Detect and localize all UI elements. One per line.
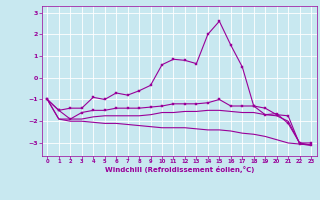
X-axis label: Windchill (Refroidissement éolien,°C): Windchill (Refroidissement éolien,°C)	[105, 166, 254, 173]
